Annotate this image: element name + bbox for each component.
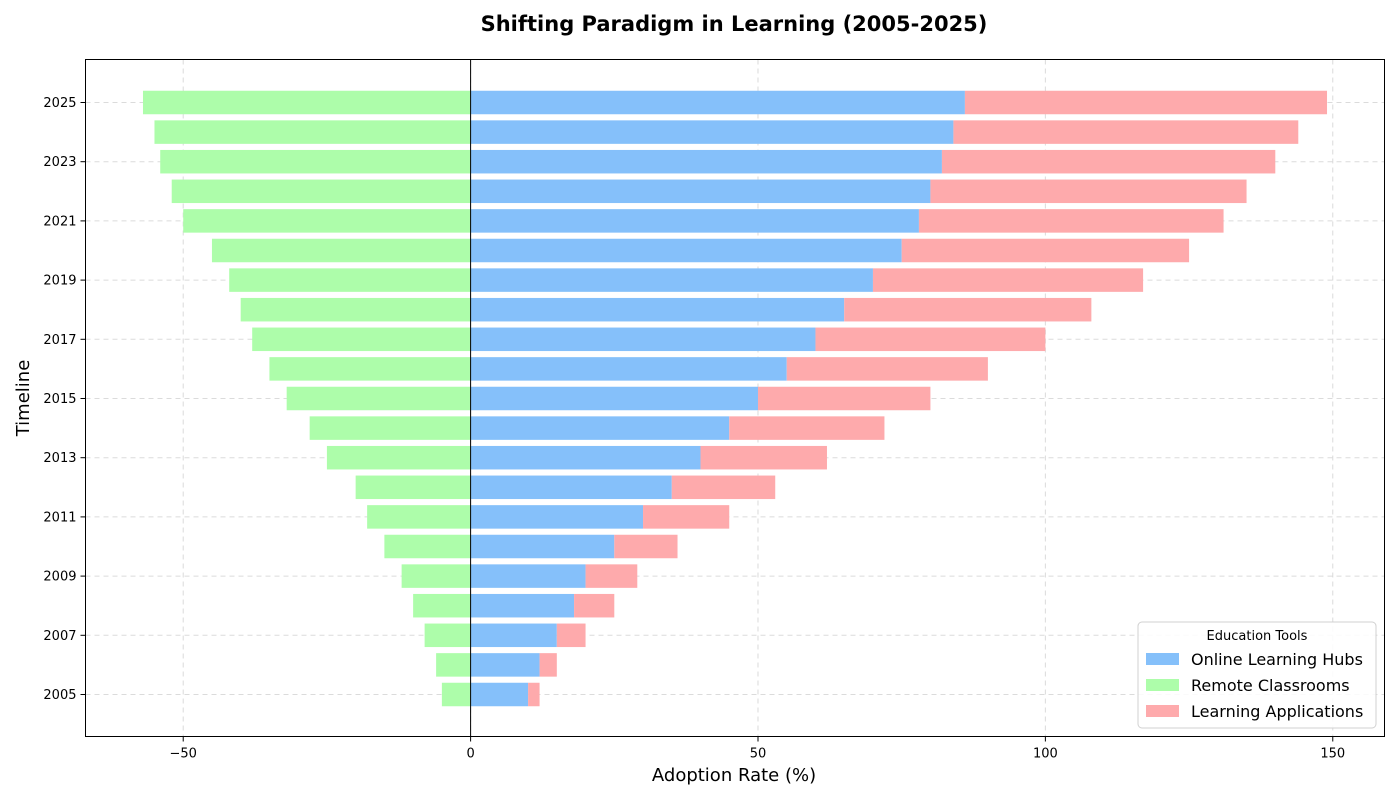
bar-online-learning-hubs-2021 [470,209,919,233]
bar-learning-applications-2024 [953,120,1299,144]
y-tick-label: 2005 [43,688,76,703]
bar-learning-applications-2020 [901,238,1190,263]
bar-learning-applications-2015 [757,386,931,411]
bar-online-learning-hubs-2023 [470,149,942,174]
bar-online-learning-hubs-2018 [470,297,845,322]
bar-remote-classrooms-2008 [413,593,471,618]
legend-label-remote-classrooms: Remote Classrooms [1191,676,1350,695]
bar-remote-classrooms-2015 [286,386,471,411]
y-tick-label: 2015 [43,392,76,407]
legend-box [1137,621,1377,729]
x-axis: −50 0 50 100 150 [169,736,1345,762]
legend-swatch-learning-applications [1146,705,1179,717]
y-tick-label: 2013 [43,451,76,466]
x-tick-label: 0 [466,747,474,762]
bar-remote-classrooms-2009 [401,564,471,588]
bar-learning-applications-2010 [614,534,678,559]
bar-remote-classrooms-2007 [424,623,471,648]
x-tick-label: 150 [1320,747,1345,762]
bar-online-learning-hubs-2020 [470,238,902,263]
legend-swatch-online-learning-hubs [1146,653,1179,665]
bar-online-learning-hubs-2006 [470,653,540,677]
bar-remote-classrooms-2019 [229,268,471,292]
bar-learning-applications-2011 [643,505,730,529]
bar-learning-applications-2022 [930,179,1247,204]
bar-remote-classrooms-2020 [211,238,471,263]
y-tick-label: 2009 [43,570,76,585]
bar-learning-applications-2025 [964,90,1328,115]
bar-online-learning-hubs-2005 [470,682,529,707]
bar-learning-applications-2008 [574,593,615,618]
x-tick-label: −50 [169,747,196,762]
bar-remote-classrooms-2005 [441,682,471,707]
x-axis-title: Adoption Rate (%) [652,765,816,786]
bar-remote-classrooms-2011 [367,505,471,529]
bar-online-learning-hubs-2019 [470,268,873,292]
bar-online-learning-hubs-2016 [470,357,787,381]
bar-online-learning-hubs-2015 [470,386,758,411]
y-tick-label: 2011 [43,510,76,525]
bar-remote-classrooms-2006 [436,653,471,677]
bar-online-learning-hubs-2022 [470,179,931,204]
bar-online-learning-hubs-2014 [470,416,730,440]
y-tick-label: 2021 [43,214,76,229]
x-tick-label: 50 [750,747,767,762]
bar-remote-classrooms-2025 [142,90,471,115]
bar-learning-applications-2007 [556,623,586,648]
bar-remote-classrooms-2023 [160,149,471,174]
bar-learning-applications-2018 [844,297,1092,322]
bar-learning-applications-2005 [528,682,540,707]
y-tick-label: 2007 [43,629,76,644]
bars [142,90,1328,707]
y-tick-label: 2023 [43,155,76,170]
bar-learning-applications-2009 [585,564,638,588]
bar-learning-applications-2006 [539,653,557,677]
bar-online-learning-hubs-2011 [470,505,644,529]
y-axis-title: Timeline [13,360,34,438]
y-axis: 2005 2007 2009 2011 2013 2015 2017 2019 2021 2023… [43,96,86,703]
bar-online-learning-hubs-2013 [470,445,701,470]
y-tick-label: 2025 [43,96,76,111]
bar-remote-classrooms-2021 [183,209,471,233]
bar-remote-classrooms-2012 [355,475,471,500]
bar-learning-applications-2023 [941,149,1276,174]
bar-remote-classrooms-2018 [240,297,471,322]
bar-remote-classrooms-2010 [384,534,471,559]
bar-online-learning-hubs-2024 [470,120,954,144]
bar-online-learning-hubs-2012 [470,475,672,500]
bar-remote-classrooms-2024 [154,120,471,144]
bar-learning-applications-2017 [815,327,1046,352]
legend-title: Education Tools [1207,629,1308,644]
bar-online-learning-hubs-2008 [470,593,575,618]
bar-online-learning-hubs-2010 [470,534,615,559]
bar-online-learning-hubs-2009 [470,564,586,588]
bar-remote-classrooms-2013 [326,445,471,470]
legend-label-online-learning-hubs: Online Learning Hubs [1191,650,1363,669]
bar-online-learning-hubs-2007 [470,623,557,648]
bar-online-learning-hubs-2025 [470,90,965,115]
bar-online-learning-hubs-2017 [470,327,816,352]
x-tick-label: 100 [1033,747,1058,762]
bar-remote-classrooms-2022 [171,179,471,204]
bar-remote-classrooms-2017 [252,327,471,352]
y-tick-label: 2017 [43,333,76,348]
bar-learning-applications-2014 [729,416,885,440]
y-tick-label: 2019 [43,274,76,289]
legend-label-learning-applications: Learning Applications [1191,702,1363,721]
bar-remote-classrooms-2016 [269,357,471,381]
bar-learning-applications-2021 [918,209,1224,233]
bar-learning-applications-2019 [872,268,1144,292]
chart-title: Shifting Paradigm in Learning (2005-2025… [481,12,988,36]
bar-learning-applications-2012 [671,475,776,500]
bar-learning-applications-2013 [700,445,827,470]
legend: Education Tools Online Learning Hubs Rem… [1137,621,1377,729]
bar-remote-classrooms-2014 [309,416,471,440]
legend-swatch-remote-classrooms [1146,679,1179,691]
bar-learning-applications-2016 [786,357,988,381]
